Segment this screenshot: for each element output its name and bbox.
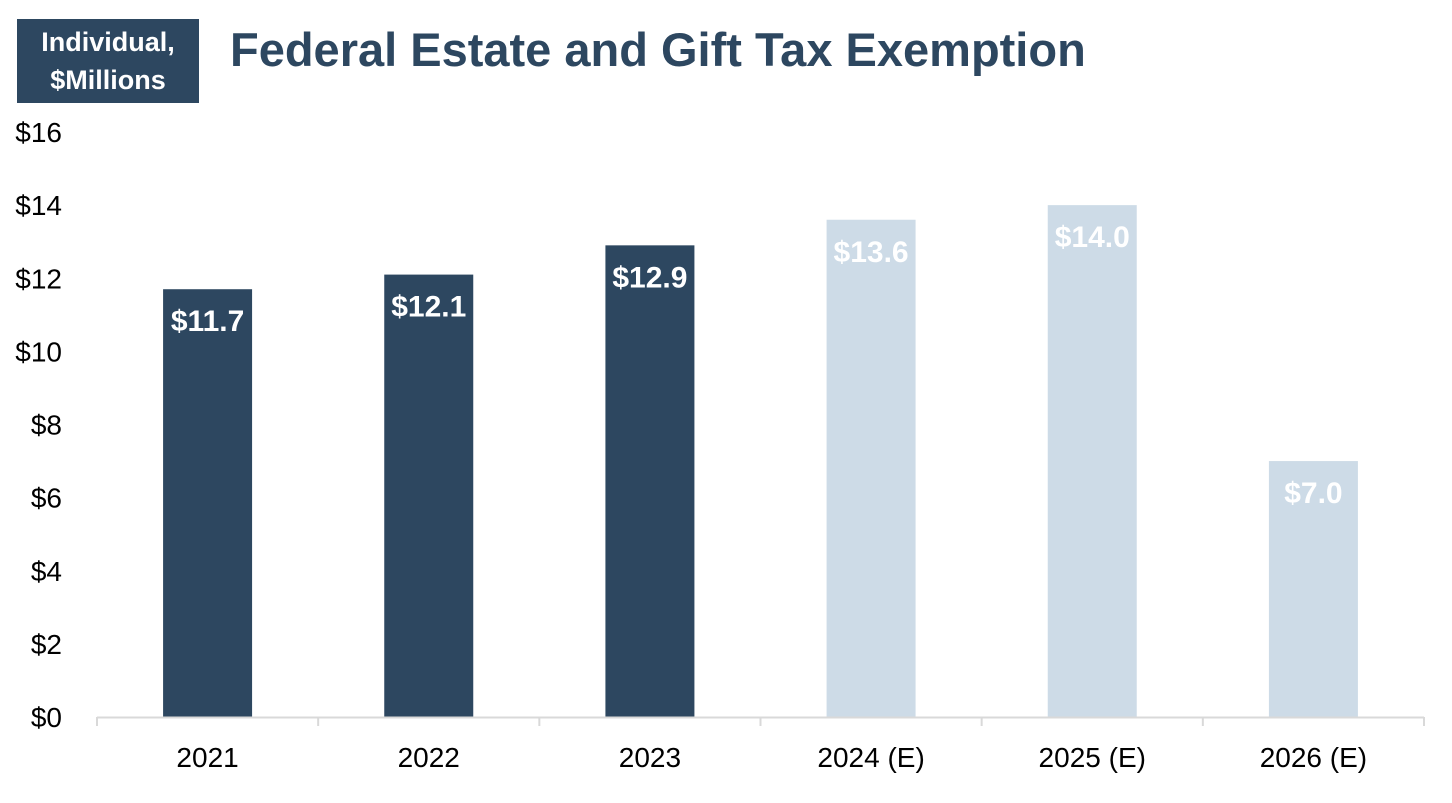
y-tick-label: $10 xyxy=(15,336,62,367)
x-tick-label: 2023 xyxy=(619,742,681,773)
bar-2023 xyxy=(605,245,695,717)
bar-2026-E xyxy=(1268,461,1358,717)
data-label: $14.0 xyxy=(1055,221,1130,254)
chart-title: Federal Estate and Gift Tax Exemption xyxy=(230,23,1086,76)
x-tick-label: 2026 (E) xyxy=(1260,742,1367,773)
y-tick-label: $14 xyxy=(15,190,62,221)
bar-2024-E xyxy=(826,219,916,717)
y-tick-label: $8 xyxy=(31,410,62,441)
x-tick-label: 2024 (E) xyxy=(817,742,924,773)
y-tick-label: $6 xyxy=(31,483,62,514)
y-tick-label: $0 xyxy=(31,702,62,733)
data-label: $12.1 xyxy=(391,291,466,324)
unit-badge-line-1: Individual, xyxy=(41,27,175,57)
unit-badge-line-2: $Millions xyxy=(50,65,166,95)
bar-2021 xyxy=(163,289,253,717)
y-tick-label: $12 xyxy=(15,263,62,294)
x-tick-label: 2022 xyxy=(398,742,460,773)
data-label: $13.6 xyxy=(834,236,909,269)
y-tick-label: $16 xyxy=(15,117,62,148)
y-tick-label: $2 xyxy=(31,629,62,660)
data-label: $12.9 xyxy=(612,261,687,294)
y-tick-label: $4 xyxy=(31,556,62,587)
data-label: $7.0 xyxy=(1284,477,1342,510)
bar-2025-E xyxy=(1047,205,1137,717)
bar-2022 xyxy=(384,274,474,717)
x-tick-label: 2025 (E) xyxy=(1039,742,1146,773)
x-tick-label: 2021 xyxy=(176,742,238,773)
data-label: $11.7 xyxy=(171,305,244,338)
unit-badge: Individual, $Millions xyxy=(17,19,199,103)
